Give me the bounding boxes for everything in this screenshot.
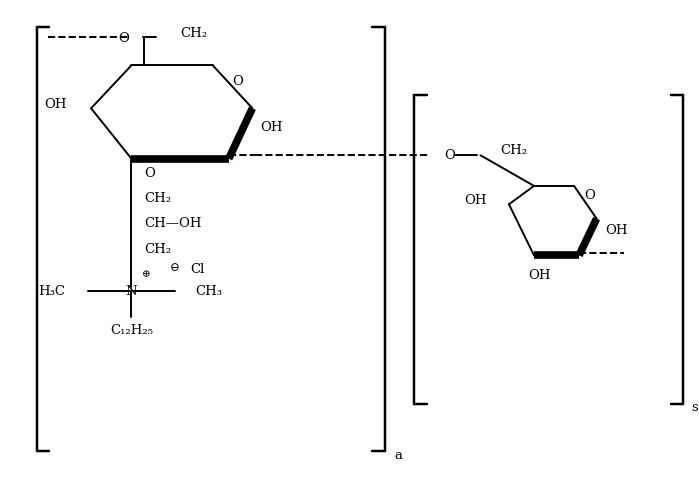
Text: ⊕: ⊕ — [142, 270, 150, 279]
Text: CH₂: CH₂ — [500, 144, 527, 157]
Text: CH₂: CH₂ — [144, 243, 171, 256]
Text: CH—OH: CH—OH — [144, 217, 201, 230]
Text: O: O — [445, 149, 455, 162]
Text: CH₃: CH₃ — [196, 285, 222, 298]
Text: a: a — [394, 449, 403, 462]
Text: OH: OH — [605, 224, 628, 238]
Text: CH₂: CH₂ — [144, 192, 171, 205]
Text: CH₂: CH₂ — [180, 27, 207, 40]
Text: OH: OH — [528, 269, 551, 282]
Text: OH: OH — [44, 98, 66, 111]
Text: OH: OH — [464, 195, 487, 207]
Text: O: O — [117, 32, 129, 44]
Text: C₁₂H₂₅: C₁₂H₂₅ — [110, 324, 153, 337]
Text: N: N — [126, 285, 137, 298]
Text: OH: OH — [261, 121, 283, 134]
Text: O: O — [144, 167, 154, 180]
Text: s: s — [691, 402, 698, 414]
Text: Cl: Cl — [191, 263, 205, 276]
Text: ⊖: ⊖ — [170, 261, 180, 274]
Text: H₃C: H₃C — [38, 285, 66, 298]
Text: O: O — [584, 189, 595, 202]
Text: O: O — [233, 75, 243, 88]
